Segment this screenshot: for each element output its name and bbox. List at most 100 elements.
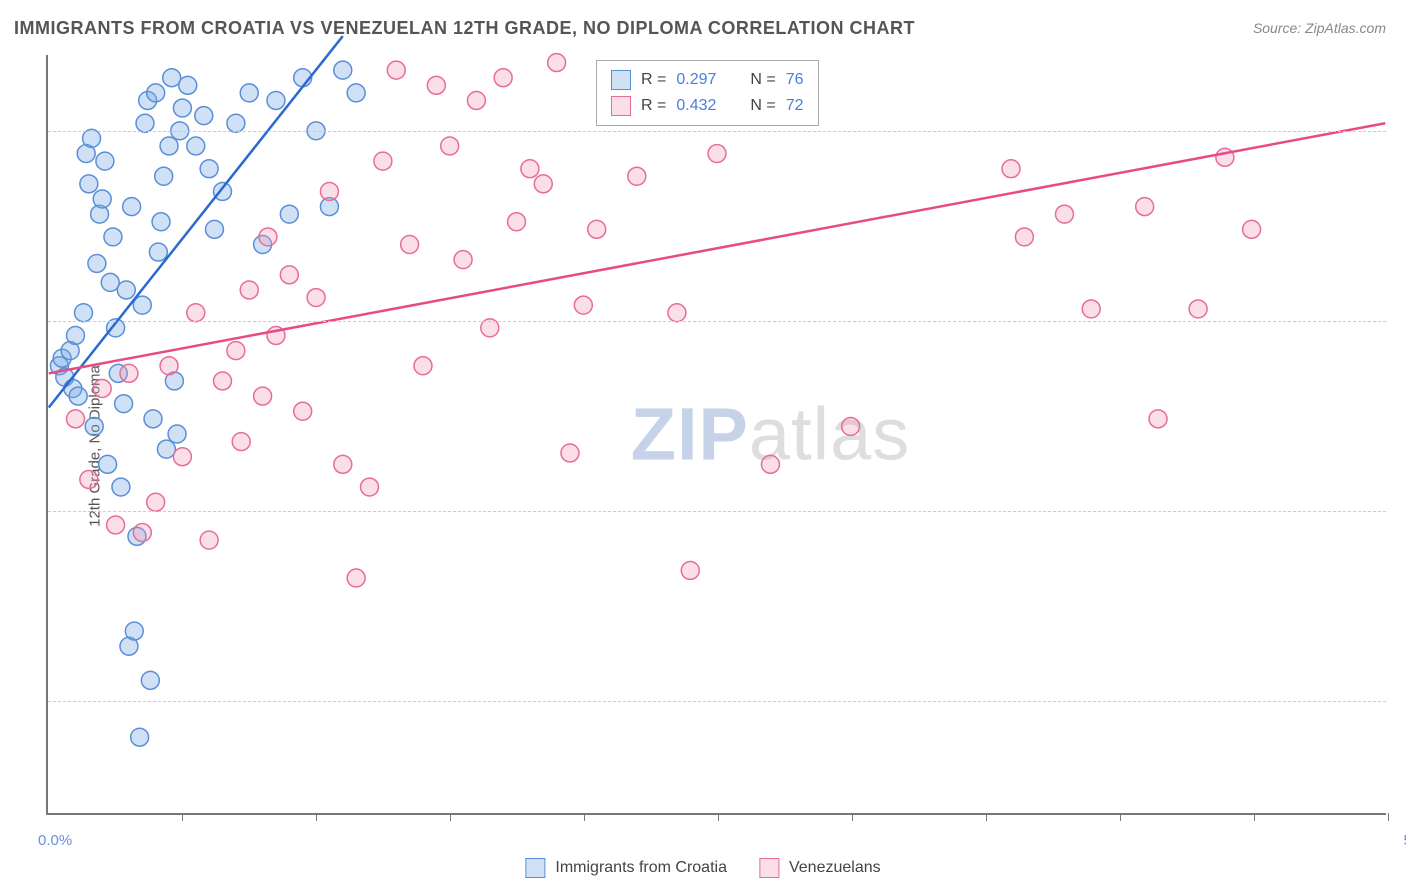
data-point [173, 448, 191, 466]
data-point [147, 493, 165, 511]
data-point [157, 440, 175, 458]
data-point [1002, 160, 1020, 178]
y-tick-label: 100.0% [1394, 123, 1406, 140]
data-point [112, 478, 130, 496]
r-label: R = [641, 93, 666, 119]
data-point [294, 402, 312, 420]
data-point [85, 417, 103, 435]
data-point [88, 254, 106, 272]
data-point [200, 531, 218, 549]
data-point [280, 266, 298, 284]
data-point [75, 304, 93, 322]
data-point [1015, 228, 1033, 246]
x-tick [316, 813, 317, 821]
data-point [1056, 205, 1074, 223]
data-point [374, 152, 392, 170]
x-tick [1254, 813, 1255, 821]
data-point [101, 273, 119, 291]
data-point [117, 281, 135, 299]
data-point [149, 243, 167, 261]
data-point [441, 137, 459, 155]
data-point [147, 84, 165, 102]
data-point [561, 444, 579, 462]
data-point [144, 410, 162, 428]
data-point [1243, 220, 1261, 238]
data-point [508, 213, 526, 231]
r-value-croatia: 0.297 [676, 67, 716, 93]
legend-label-venezuelan: Venezuelans [789, 859, 881, 877]
data-point [168, 425, 186, 443]
x-tick [1120, 813, 1121, 821]
legend-series-venezuelan: Venezuelans [759, 858, 881, 878]
data-point [320, 182, 338, 200]
chart-title: IMMIGRANTS FROM CROATIA VS VENEZUELAN 12… [14, 18, 915, 39]
plot-area: ZIPatlas 0.0% 50.0% 85.0%90.0%95.0%100.0… [46, 55, 1386, 815]
legend-swatch-croatia [611, 70, 631, 90]
data-point [681, 561, 699, 579]
data-point [163, 69, 181, 87]
data-point [69, 387, 87, 405]
plot-svg [48, 55, 1386, 813]
x-tick [584, 813, 585, 821]
legend-stats-row-1: R = 0.297 N = 76 [611, 67, 804, 93]
data-point [534, 175, 552, 193]
data-point [67, 410, 85, 428]
legend-swatch-venezuelan [611, 96, 631, 116]
x-axis-label-min: 0.0% [38, 832, 72, 849]
data-point [1189, 300, 1207, 318]
data-point [227, 342, 245, 360]
data-point [240, 281, 258, 299]
legend-series-croatia: Immigrants from Croatia [525, 858, 727, 878]
data-point [107, 516, 125, 534]
legend-swatch-venezuelan-2 [759, 858, 779, 878]
data-point [152, 213, 170, 231]
data-point [160, 357, 178, 375]
legend-label-croatia: Immigrants from Croatia [555, 859, 727, 877]
data-point [254, 387, 272, 405]
data-point [179, 76, 197, 94]
data-point [454, 251, 472, 269]
data-point [93, 190, 111, 208]
legend-stats-row-2: R = 0.432 N = 72 [611, 93, 804, 119]
data-point [133, 524, 151, 542]
data-point [120, 364, 138, 382]
r-label: R = [641, 67, 666, 93]
data-point [842, 417, 860, 435]
data-point [588, 220, 606, 238]
n-label: N = [750, 67, 775, 93]
data-point [574, 296, 592, 314]
gridline [48, 321, 1386, 322]
x-tick [182, 813, 183, 821]
data-point [141, 671, 159, 689]
data-point [361, 478, 379, 496]
data-point [414, 357, 432, 375]
data-point [1082, 300, 1100, 318]
legend-stats: R = 0.297 N = 76 R = 0.432 N = 72 [596, 60, 819, 126]
data-point [115, 395, 133, 413]
x-tick [450, 813, 451, 821]
data-point [240, 84, 258, 102]
data-point [521, 160, 539, 178]
data-point [259, 228, 277, 246]
data-point [387, 61, 405, 79]
data-point [206, 220, 224, 238]
n-label: N = [750, 93, 775, 119]
r-value-venezuelan: 0.432 [676, 93, 716, 119]
data-point [125, 622, 143, 640]
x-tick [1388, 813, 1389, 821]
data-point [195, 107, 213, 125]
data-point [280, 205, 298, 223]
data-point [83, 129, 101, 147]
data-point [548, 54, 566, 72]
data-point [427, 76, 445, 94]
data-point [628, 167, 646, 185]
data-point [187, 304, 205, 322]
data-point [173, 99, 191, 117]
n-value-croatia: 76 [786, 67, 804, 93]
data-point [104, 228, 122, 246]
data-point [96, 152, 114, 170]
data-point [80, 471, 98, 489]
data-point [267, 92, 285, 110]
data-point [347, 569, 365, 587]
data-point [123, 198, 141, 216]
